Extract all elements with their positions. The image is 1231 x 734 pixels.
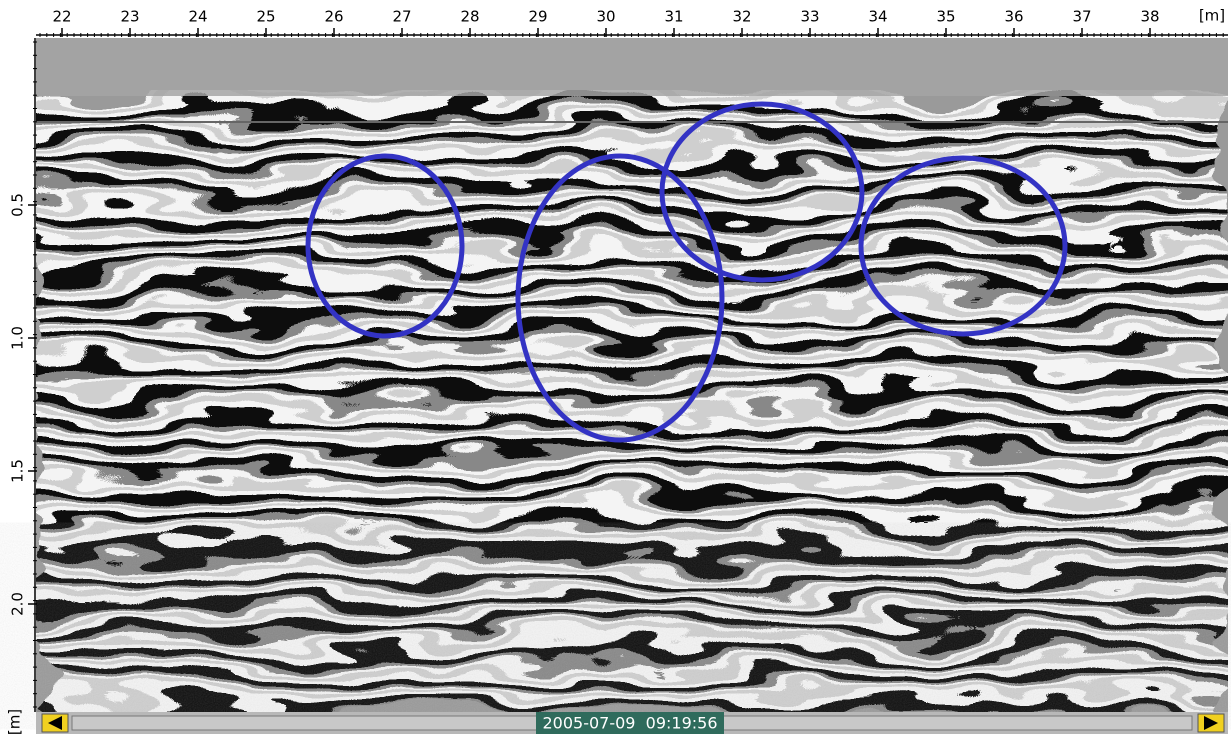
x-tick-label: 30 xyxy=(596,8,615,26)
timestamp-box xyxy=(536,712,724,734)
x-tick-label: 23 xyxy=(120,8,139,26)
x-tick-label: 25 xyxy=(256,8,275,26)
y-tick-label: 0.5 xyxy=(9,193,27,217)
annotations xyxy=(305,101,1068,443)
y-tick-label: 1.0 xyxy=(9,326,27,350)
x-tick-label: 35 xyxy=(936,8,955,26)
annotation-ellipse xyxy=(858,155,1068,337)
x-tick-label: 26 xyxy=(324,8,343,26)
y-tick-label: 2.0 xyxy=(9,592,27,616)
x-tick-label: 24 xyxy=(188,8,207,26)
x-tick-label: 31 xyxy=(664,8,683,26)
scrollbar[interactable]: 2005-07-09 09:19:56 xyxy=(36,712,1228,734)
x-unit: [m] xyxy=(1199,7,1225,25)
x-tick-label: 38 xyxy=(1140,8,1159,26)
x-tick-label: 34 xyxy=(868,8,887,26)
annotation-ellipse xyxy=(515,153,725,443)
x-tick-label: 28 xyxy=(460,8,479,26)
y-unit: [m] xyxy=(6,709,24,734)
annotation-ellipse xyxy=(305,153,465,339)
x-tick-label: 32 xyxy=(732,8,751,26)
x-tick-label: 33 xyxy=(800,8,819,26)
x-tick-label: 27 xyxy=(392,8,411,26)
y-tick-label: 1.5 xyxy=(9,459,27,483)
annotation-ellipse xyxy=(659,101,865,283)
x-tick-label: 22 xyxy=(52,8,71,26)
x-tick-label: 37 xyxy=(1072,8,1091,26)
x-tick-label: 36 xyxy=(1004,8,1023,26)
timestamp: 2005-07-09 09:19:56 xyxy=(542,714,717,733)
x-tick-label: 29 xyxy=(528,8,547,26)
